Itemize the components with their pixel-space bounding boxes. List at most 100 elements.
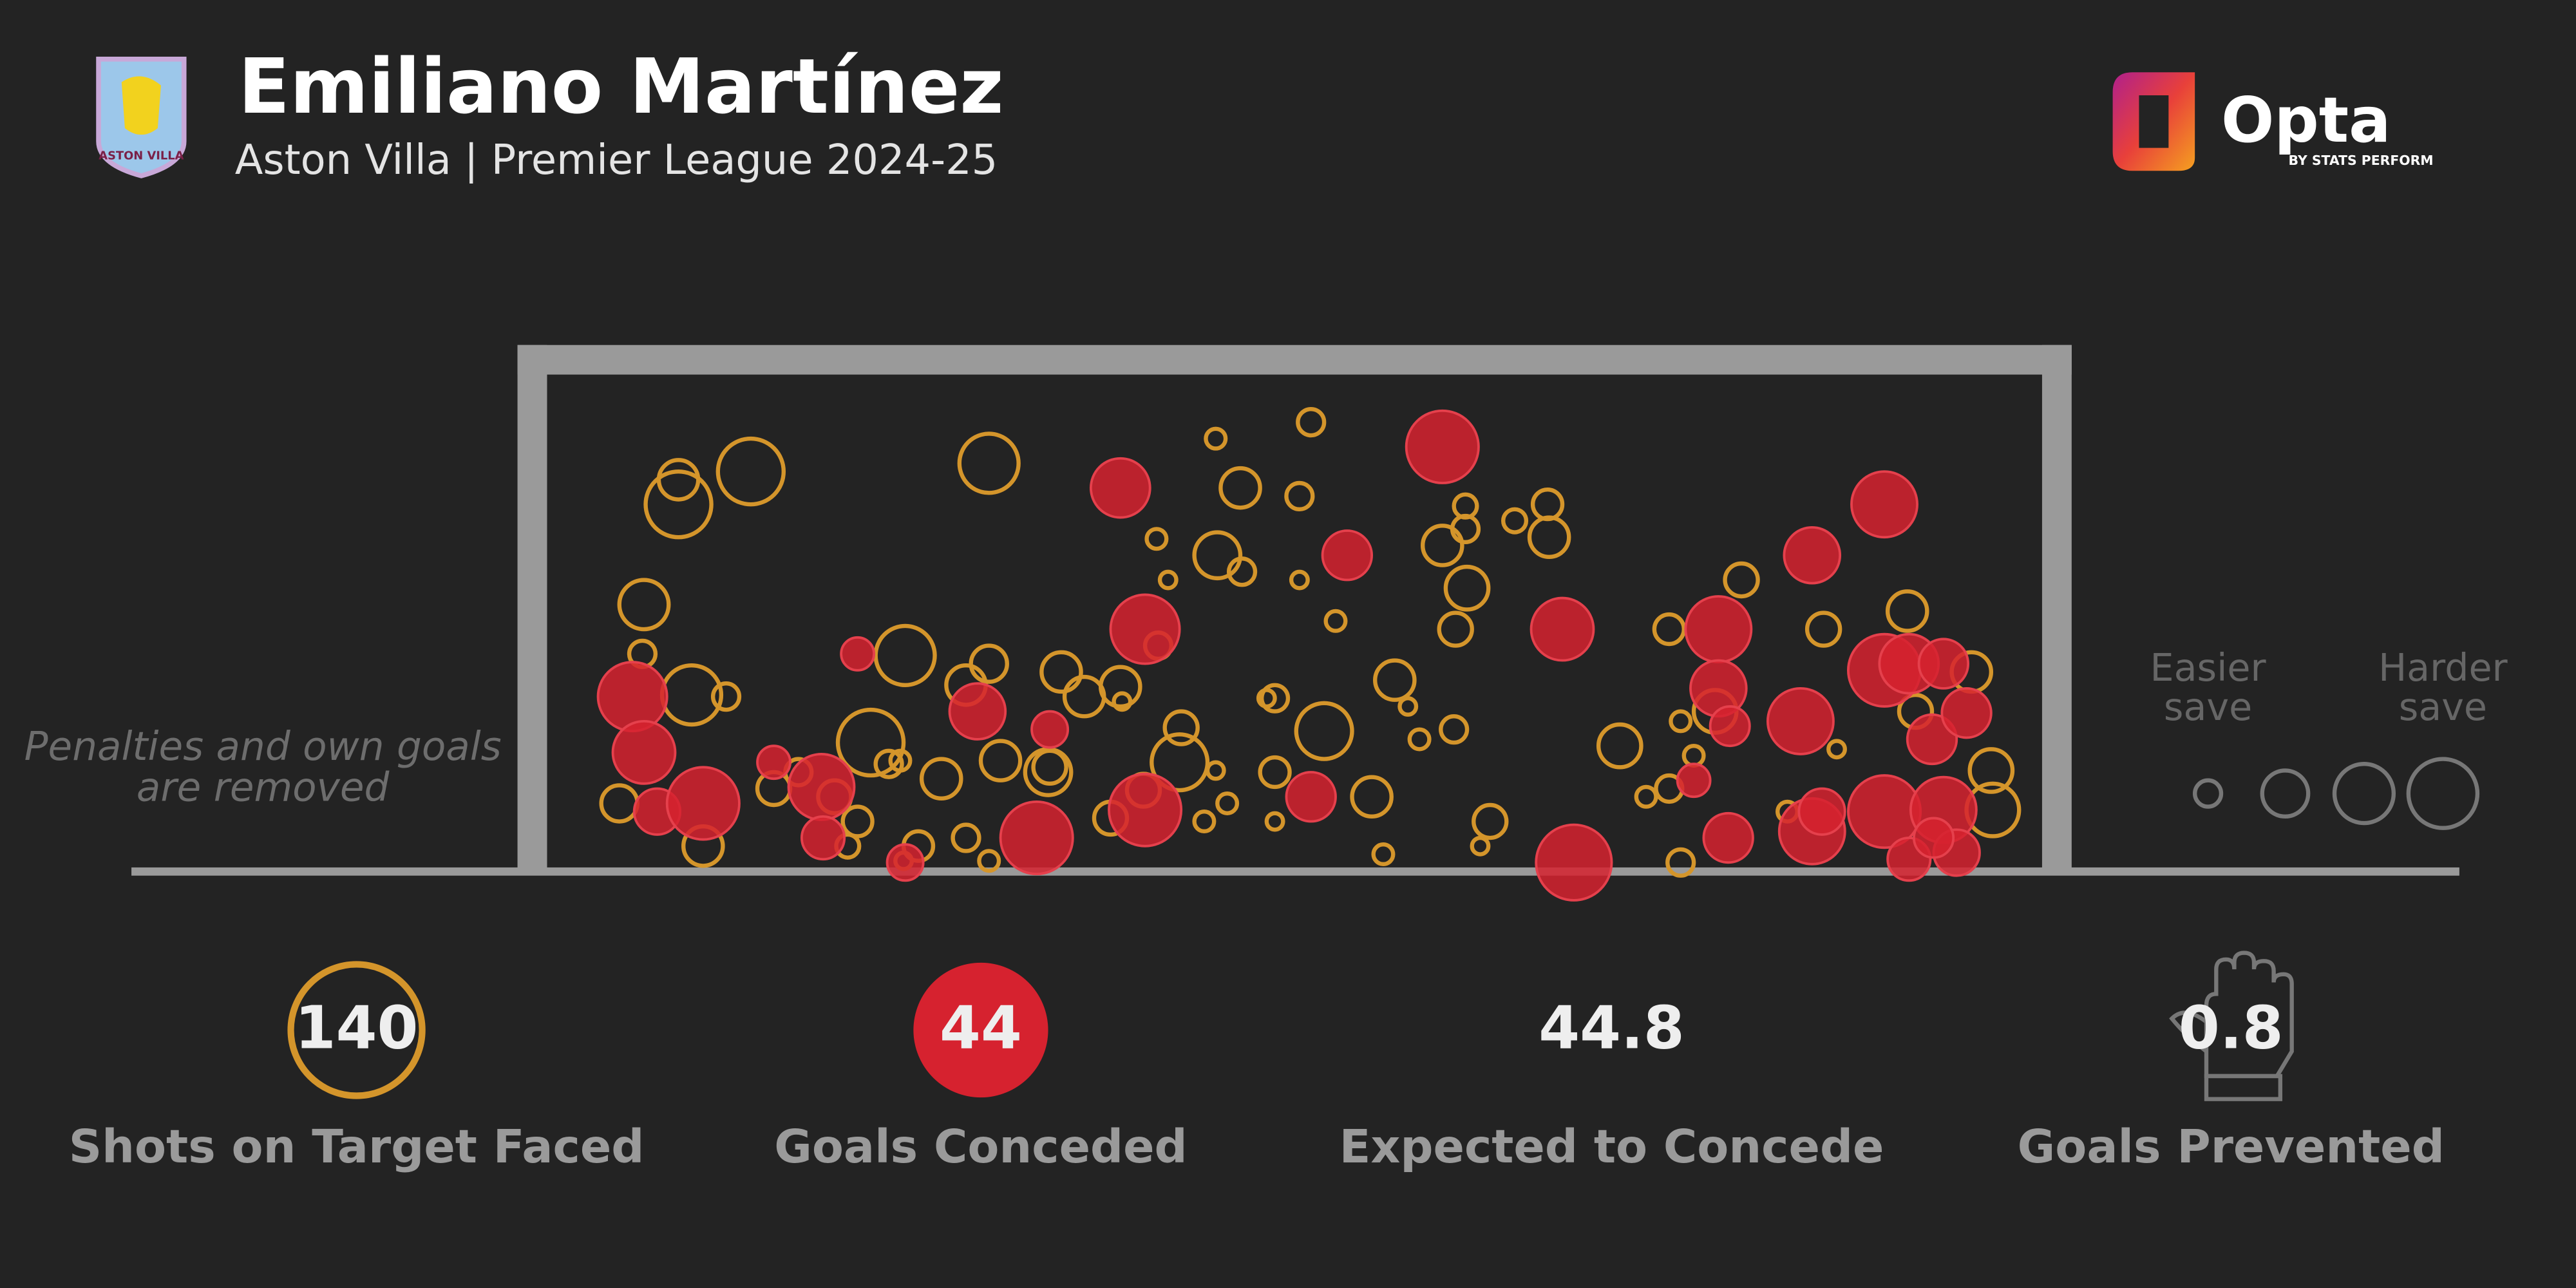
saved-shot [1397, 696, 1419, 717]
goal-shot [665, 766, 741, 841]
saved-shot [1264, 811, 1285, 832]
goal-shot [886, 843, 925, 882]
goal-shot [1766, 687, 1835, 755]
saved-shot [1407, 727, 1432, 752]
goal-shot [1709, 705, 1751, 748]
chart-subtitle: Aston Villa | Premier League 2024-25 [235, 137, 998, 184]
stat-ring [287, 961, 426, 1099]
saved-shot [1031, 748, 1068, 786]
saved-shot [1450, 513, 1481, 545]
goal-shot [1684, 595, 1753, 663]
saved-shot [873, 623, 937, 687]
saved-shot [1665, 847, 1696, 878]
goal-shot [1940, 687, 1993, 739]
saved-shot [888, 748, 913, 773]
goal-shot [800, 815, 846, 861]
goal-shot [1321, 529, 1374, 582]
goal-shot [1913, 817, 1955, 859]
saved-shot [1439, 714, 1470, 745]
saved-shot [1226, 556, 1258, 587]
legend-size [2260, 768, 2311, 819]
saved-shot [919, 757, 963, 800]
saved-shot [1596, 722, 1643, 770]
saved-shot [1256, 688, 1277, 709]
saved-shot [977, 849, 1001, 873]
saved-shot [1289, 569, 1310, 591]
goal-shot [1108, 772, 1183, 848]
note: are removed [137, 765, 390, 811]
brand-logo: Opta BY STATS PERFORM [2112, 72, 2434, 171]
saved-shot [1294, 701, 1354, 761]
stat-label: Shots on Target Faced [69, 1120, 645, 1173]
saved-shot [1323, 609, 1348, 633]
glove-icon [2169, 951, 2294, 1101]
saved-shot [1039, 650, 1083, 694]
goal-shot [1702, 811, 1754, 864]
saved-shot [969, 643, 1009, 684]
saved-shot [1259, 683, 1291, 714]
saved-shot [1470, 835, 1491, 857]
saved-shot [1472, 802, 1509, 840]
saved-shot [1205, 760, 1226, 781]
crest-text: ASTON VILLA [99, 149, 184, 162]
goal-shot [1783, 526, 1842, 585]
legend-label: Harder [2378, 646, 2508, 690]
saved-shot [1192, 530, 1243, 581]
saved-shot [1967, 747, 2015, 794]
saved-shot [1258, 755, 1292, 790]
saved-shot [1296, 407, 1327, 438]
goal-shot [1676, 762, 1712, 799]
saved-shot [617, 578, 671, 632]
saved-shot [957, 431, 1021, 495]
goal-frame [131, 345, 2459, 876]
stat-value: 140 [295, 993, 419, 1062]
goal-shot [1906, 713, 1958, 766]
saved-shot [1527, 515, 1571, 559]
saved-shot [1157, 569, 1179, 591]
legend-size [2332, 762, 2396, 826]
goal-shot [948, 682, 1007, 741]
stat-value: 44 [940, 993, 1022, 1062]
stat-label: Goals Conceded [774, 1120, 1187, 1173]
goal-shot [611, 719, 677, 785]
goal-shot [1089, 457, 1151, 519]
saved-shot [1284, 480, 1315, 512]
saved-shot [873, 748, 904, 779]
crest: ASTON VILLA [96, 57, 187, 178]
stat-disc [913, 962, 1048, 1098]
goal-shot [1109, 593, 1181, 665]
saved-shot [840, 804, 875, 838]
saved-shot [1373, 658, 1417, 702]
stat-value: 44.8 [1539, 993, 1685, 1062]
saved-shot [1501, 507, 1529, 535]
saved-shot [715, 436, 786, 507]
saved-shot [1420, 524, 1464, 567]
saved-shot [1215, 791, 1240, 815]
goal-shot [1285, 771, 1337, 823]
goal-shot [1850, 470, 1918, 539]
saved-shot [951, 822, 981, 853]
saved-shot [710, 681, 742, 712]
goal-shot [756, 744, 791, 781]
saved-shot [1437, 611, 1474, 648]
saved-shot [1371, 842, 1396, 867]
goal-shot [787, 753, 856, 821]
saved-shot [978, 739, 1023, 782]
goal-shot [1535, 823, 1613, 902]
goal-shot [840, 636, 876, 672]
saved-shot [1723, 561, 1760, 599]
brand-byline: BY STATS PERFORM [2289, 153, 2434, 168]
legend-label: save [2164, 685, 2252, 729]
saved-shot [656, 458, 701, 502]
goal-shot [1797, 787, 1846, 836]
saved-shot [1112, 691, 1133, 712]
legend-size [2406, 757, 2480, 830]
saved-shot [1150, 732, 1210, 793]
saved-shot [1443, 564, 1491, 612]
saved-shot [1162, 709, 1200, 746]
saved-shot [1144, 527, 1169, 551]
saved-shot [1885, 589, 1929, 633]
